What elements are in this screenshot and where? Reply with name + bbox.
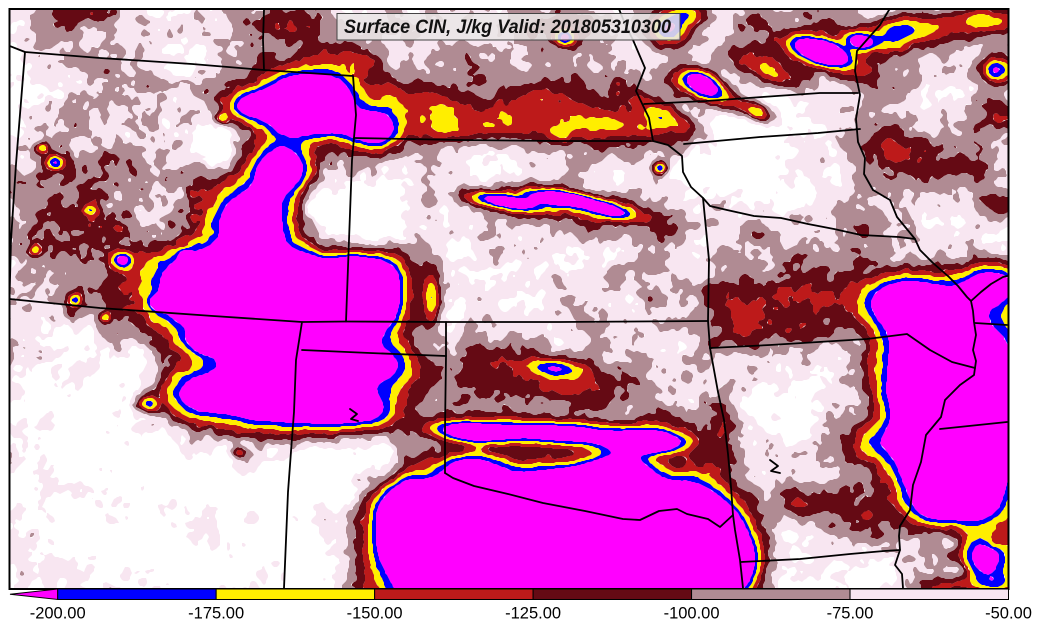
svg-text:-100.00: -100.00 xyxy=(664,605,720,623)
svg-text:-200.00: -200.00 xyxy=(30,605,86,623)
svg-text:-50.00: -50.00 xyxy=(985,605,1032,623)
svg-text:-175.00: -175.00 xyxy=(188,605,244,623)
svg-text:Surface CIN, J/kg Valid: 20180: Surface CIN, J/kg Valid: 201805310300 xyxy=(344,16,671,38)
svg-text:-150.00: -150.00 xyxy=(347,605,403,623)
svg-text:-75.00: -75.00 xyxy=(827,605,874,623)
svg-text:-125.00: -125.00 xyxy=(505,605,561,623)
